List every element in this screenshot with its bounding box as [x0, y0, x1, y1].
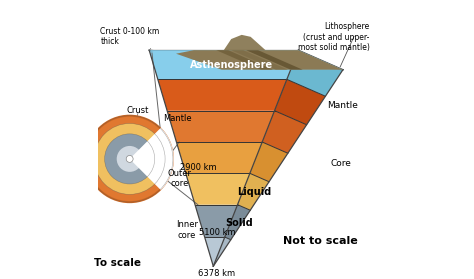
Polygon shape — [287, 50, 343, 96]
Text: Mantle: Mantle — [328, 102, 358, 110]
Text: 6378 km: 6378 km — [198, 269, 235, 278]
Text: To scale: To scale — [94, 258, 141, 268]
Text: Not to scale: Not to scale — [283, 236, 358, 246]
Polygon shape — [176, 50, 343, 70]
Text: Inner
core: Inner core — [176, 220, 198, 240]
Polygon shape — [274, 79, 326, 125]
Circle shape — [94, 124, 165, 194]
Circle shape — [105, 134, 155, 184]
Text: Crust 0-100 km
thick: Crust 0-100 km thick — [100, 27, 160, 49]
Polygon shape — [149, 50, 343, 70]
Text: Outer
core: Outer core — [168, 169, 192, 188]
Text: Mantle: Mantle — [163, 114, 191, 123]
Polygon shape — [225, 205, 250, 240]
Text: Core: Core — [330, 158, 351, 168]
Wedge shape — [130, 128, 174, 190]
Polygon shape — [205, 237, 225, 266]
Polygon shape — [213, 237, 231, 266]
Text: Solid: Solid — [225, 218, 253, 228]
Polygon shape — [262, 111, 307, 153]
Polygon shape — [158, 79, 287, 111]
Text: 5100 km: 5100 km — [199, 229, 236, 237]
Polygon shape — [231, 50, 288, 70]
Polygon shape — [246, 50, 303, 70]
Text: Crust: Crust — [127, 106, 149, 115]
Text: Liquid: Liquid — [237, 187, 272, 198]
Circle shape — [86, 116, 173, 202]
Circle shape — [126, 155, 133, 162]
Circle shape — [117, 146, 143, 172]
Polygon shape — [176, 142, 262, 173]
Polygon shape — [195, 205, 237, 237]
Text: Asthenosphere: Asthenosphere — [190, 60, 273, 70]
Text: 2900 km: 2900 km — [180, 163, 217, 172]
Polygon shape — [186, 173, 250, 205]
Polygon shape — [149, 50, 298, 79]
Polygon shape — [250, 142, 288, 182]
Polygon shape — [216, 50, 273, 70]
Polygon shape — [167, 111, 274, 142]
Polygon shape — [224, 35, 265, 50]
Polygon shape — [237, 173, 269, 210]
Text: Lithosphere
(crust and upper-
most solid mantle): Lithosphere (crust and upper- most solid… — [298, 22, 369, 52]
